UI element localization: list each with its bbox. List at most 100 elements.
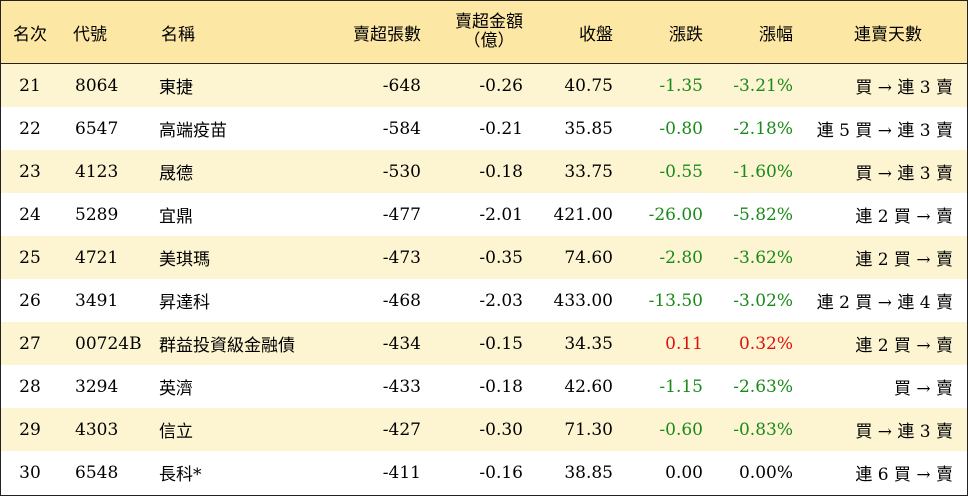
table-row[interactable]: 30 6548 長科* -411 -0.16 38.85 0.00 0.00% … (1, 451, 967, 494)
header-name[interactable]: 名稱 (161, 24, 195, 45)
cell-close: 33.75 (564, 161, 613, 182)
cell-consecutive-days: 連 6 買 → 賣 (855, 465, 953, 485)
cell-change: -26.00 (648, 204, 703, 225)
cell-consecutive-days: 連 2 買 → 賣 (855, 250, 953, 270)
cell-code[interactable]: 8064 (75, 75, 119, 96)
table-row[interactable]: 28 3294 英濟 -433 -0.18 42.60 -1.15 -2.63%… (1, 365, 967, 408)
cell-name[interactable]: 長科* (159, 465, 202, 485)
header-net-sell-amount[interactable]: 賣超金額 （億） (427, 13, 529, 51)
table-row[interactable]: 21 8064 東捷 -648 -0.26 40.75 -1.35 -3.21%… (1, 64, 967, 107)
cell-change-pct: -1.60% (733, 161, 793, 182)
header-change[interactable]: 漲跌 (669, 24, 703, 45)
cell-name[interactable]: 東捷 (159, 78, 193, 98)
cell-consecutive-days: 連 5 買 → 連 3 賣 (816, 121, 953, 141)
cell-net-sell-amount: -2.03 (479, 290, 523, 311)
header-rank[interactable]: 名次 (13, 24, 47, 45)
cell-rank: 23 (19, 161, 41, 182)
cell-change: 0.00 (665, 462, 703, 483)
table-row[interactable]: 26 3491 昇達科 -468 -2.03 433.00 -13.50 -3.… (1, 279, 967, 322)
cell-change-pct: -5.82% (733, 204, 793, 225)
cell-code[interactable]: 5289 (75, 204, 119, 225)
cell-name[interactable]: 群益投資級金融債 (159, 336, 295, 356)
cell-change: -13.50 (648, 290, 703, 311)
cell-rank: 29 (19, 419, 41, 440)
cell-name[interactable]: 晟德 (159, 164, 193, 184)
table-row[interactable]: 23 4123 晟德 -530 -0.18 33.75 -0.55 -1.60%… (1, 150, 967, 193)
cell-code[interactable]: 4303 (75, 419, 119, 440)
cell-close: 35.85 (564, 118, 613, 139)
cell-consecutive-days: 連 2 買 → 連 4 賣 (816, 293, 953, 313)
cell-code[interactable]: 00724B (75, 333, 142, 354)
table-row[interactable]: 29 4303 信立 -427 -0.30 71.30 -0.60 -0.83%… (1, 408, 967, 451)
table-row[interactable]: 22 6547 高端疫苗 -584 -0.21 35.85 -0.80 -2.1… (1, 107, 967, 150)
cell-rank: 24 (19, 204, 41, 225)
cell-change: -2.80 (659, 247, 703, 268)
header-change-pct[interactable]: 漲幅 (759, 24, 793, 45)
cell-net-sell-amount: -2.01 (479, 204, 523, 225)
cell-name[interactable]: 宜鼎 (159, 207, 193, 227)
cell-name[interactable]: 英濟 (159, 379, 193, 399)
cell-name[interactable]: 美琪瑪 (159, 250, 210, 270)
cell-net-sell-lots: -411 (382, 462, 421, 483)
cell-consecutive-days: 買 → 連 3 賣 (855, 78, 953, 98)
cell-code[interactable]: 3294 (75, 376, 119, 397)
cell-rank: 30 (19, 462, 41, 483)
cell-net-sell-amount: -0.30 (479, 419, 523, 440)
cell-close: 71.30 (564, 419, 613, 440)
cell-net-sell-amount: -0.18 (479, 161, 523, 182)
cell-consecutive-days: 買 → 連 3 賣 (855, 422, 953, 442)
cell-close: 38.85 (564, 462, 613, 483)
cell-close: 433.00 (553, 290, 613, 311)
table-row[interactable]: 25 4721 美琪瑪 -473 -0.35 74.60 -2.80 -3.62… (1, 236, 967, 279)
cell-net-sell-amount: -0.35 (479, 247, 523, 268)
cell-net-sell-lots: -648 (382, 75, 421, 96)
cell-name[interactable]: 信立 (159, 422, 193, 442)
cell-close: 74.60 (564, 247, 613, 268)
cell-consecutive-days: 買 → 賣 (893, 379, 953, 399)
header-consecutive-days[interactable]: 連賣天數 (854, 24, 922, 45)
header-net-sell-lots[interactable]: 賣超張數 (353, 24, 421, 45)
cell-consecutive-days: 買 → 連 3 賣 (855, 164, 953, 184)
header-net-sell-amount-unit: （億） (463, 31, 515, 51)
cell-consecutive-days: 連 2 買 → 賣 (855, 336, 953, 356)
cell-change-pct: -3.02% (733, 290, 793, 311)
cell-change-pct: -2.18% (733, 118, 793, 139)
cell-net-sell-lots: -477 (382, 204, 421, 225)
header-code[interactable]: 代號 (73, 24, 107, 45)
cell-name[interactable]: 昇達科 (159, 293, 210, 313)
cell-close: 34.35 (564, 333, 613, 354)
cell-close: 40.75 (564, 75, 613, 96)
cell-net-sell-amount: -0.18 (479, 376, 523, 397)
header-net-sell-amount-label: 賣超金額 (455, 12, 523, 32)
cell-net-sell-amount: -0.16 (479, 462, 523, 483)
cell-code[interactable]: 6547 (75, 118, 119, 139)
cell-net-sell-amount: -0.21 (479, 118, 523, 139)
table-row[interactable]: 27 00724B 群益投資級金融債 -434 -0.15 34.35 0.11… (1, 322, 967, 365)
table-header: 名次 代號 名稱 賣超張數 賣超金額 （億） 收盤 漲跌 漲幅 連賣天數 (1, 1, 967, 64)
cell-name[interactable]: 高端疫苗 (159, 121, 227, 141)
cell-change: -0.55 (659, 161, 703, 182)
cell-change-pct: 0.00% (738, 462, 793, 483)
cell-change-pct: -3.62% (733, 247, 793, 268)
cell-net-sell-lots: -468 (382, 290, 421, 311)
cell-rank: 26 (19, 290, 41, 311)
cell-change: -1.35 (659, 75, 703, 96)
cell-net-sell-amount: -0.26 (479, 75, 523, 96)
header-close[interactable]: 收盤 (579, 24, 613, 45)
cell-rank: 21 (19, 75, 41, 96)
cell-change: -1.15 (659, 376, 703, 397)
cell-net-sell-lots: -473 (382, 247, 421, 268)
cell-change: -0.80 (659, 118, 703, 139)
cell-net-sell-amount: -0.15 (479, 333, 523, 354)
cell-code[interactable]: 4721 (75, 247, 119, 268)
table-row[interactable]: 24 5289 宜鼎 -477 -2.01 421.00 -26.00 -5.8… (1, 193, 967, 236)
cell-net-sell-lots: -427 (382, 419, 421, 440)
cell-code[interactable]: 6548 (75, 462, 119, 483)
cell-change-pct: 0.32% (738, 333, 793, 354)
cell-code[interactable]: 3491 (75, 290, 119, 311)
cell-code[interactable]: 4123 (75, 161, 119, 182)
cell-change-pct: -3.21% (733, 75, 793, 96)
cell-rank: 27 (19, 333, 41, 354)
cell-consecutive-days: 連 2 買 → 賣 (855, 207, 953, 227)
